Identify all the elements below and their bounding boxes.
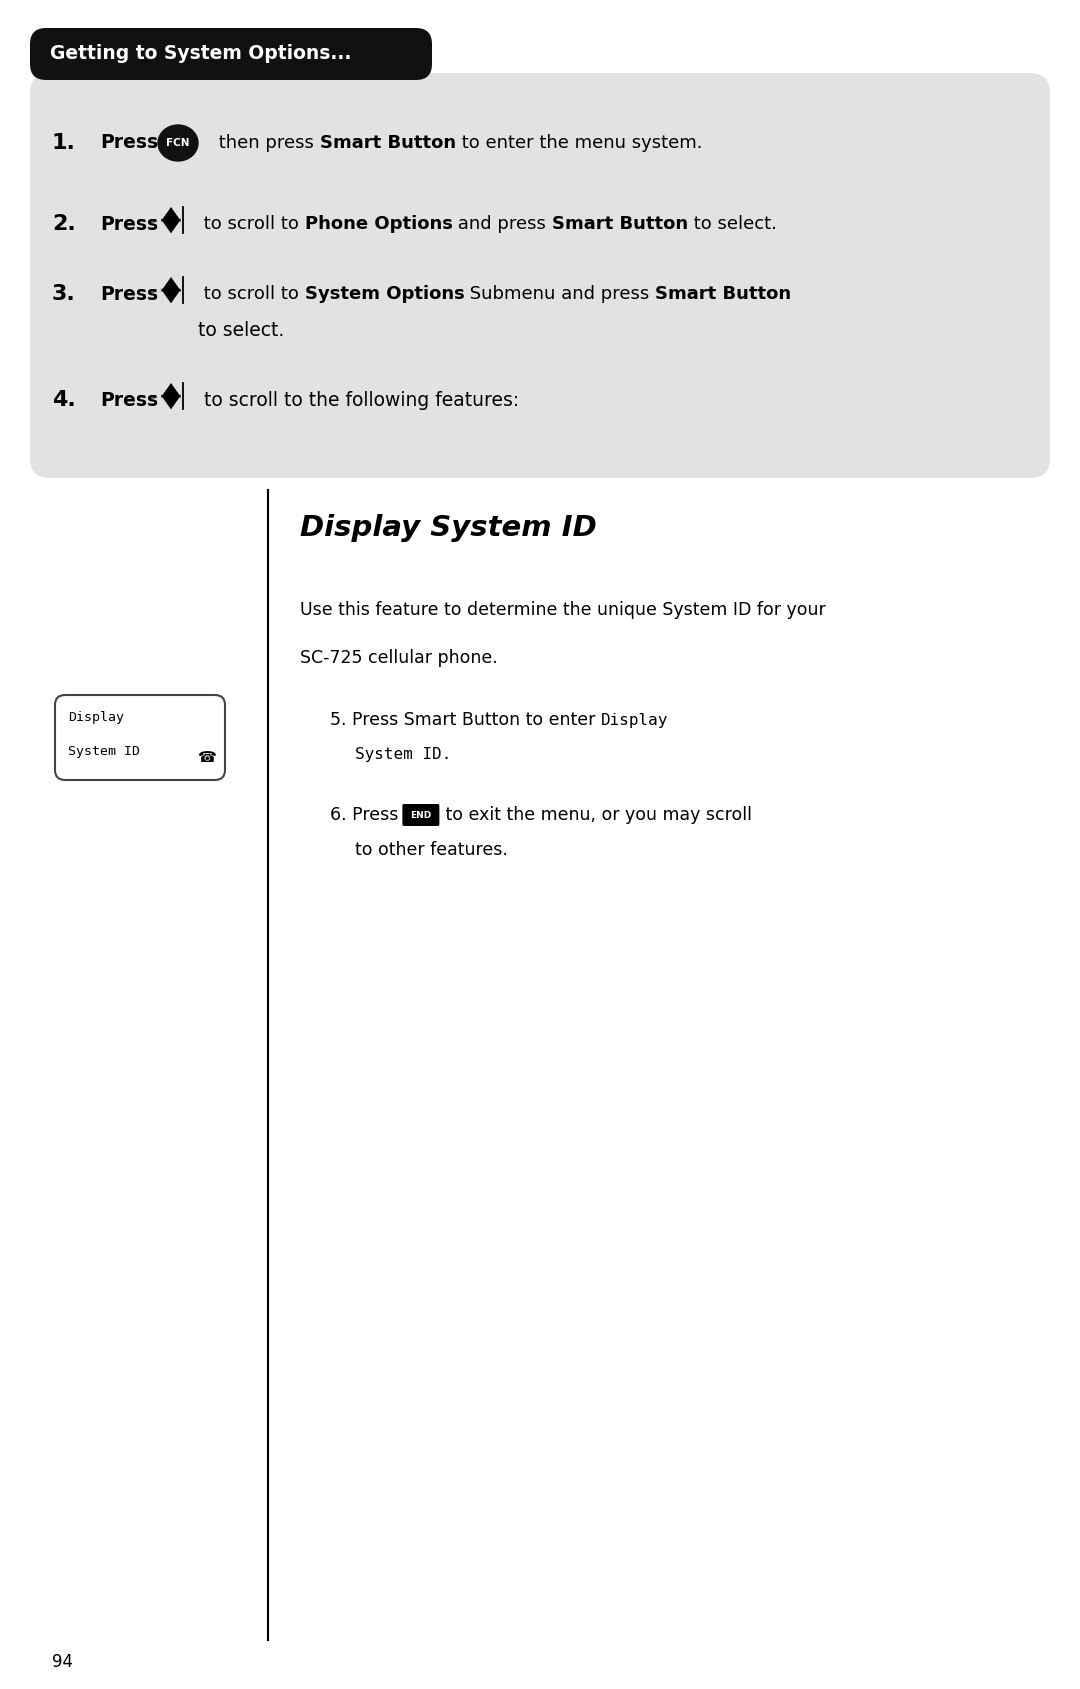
Text: Smart Button: Smart Button [656,285,792,302]
Text: to exit the menu, or you may scroll: to exit the menu, or you may scroll [440,806,752,824]
FancyBboxPatch shape [30,73,1050,478]
Text: Smart Button: Smart Button [320,133,456,152]
Text: 5. Press Smart Button to enter: 5. Press Smart Button to enter [330,711,600,730]
Text: then press: then press [213,133,320,152]
Text: Press: Press [100,215,158,233]
Text: Display System ID: Display System ID [300,513,597,542]
Text: Press: Press [100,133,158,152]
Text: to select.: to select. [688,215,778,233]
Text: to scroll to: to scroll to [198,285,305,302]
Text: or: or [150,289,157,294]
Text: Submenu and press: Submenu and press [464,285,656,302]
Text: 2.: 2. [52,215,76,235]
Text: 4.: 4. [52,390,76,410]
Text: or: or [150,218,157,225]
Text: System Options: System Options [305,285,464,302]
Text: Phone Options: Phone Options [305,215,453,233]
Polygon shape [161,383,181,397]
Ellipse shape [158,125,198,160]
Text: to other features.: to other features. [355,841,508,860]
FancyBboxPatch shape [403,804,440,826]
Text: 6. Press: 6. Press [330,806,404,824]
Text: to scroll to the following features:: to scroll to the following features: [198,390,519,409]
Text: Press: Press [100,284,158,304]
Text: or: or [150,395,157,400]
Text: Press: Press [100,390,158,409]
Text: 94: 94 [52,1654,73,1670]
Text: to select.: to select. [198,321,284,339]
Text: System ID.: System ID. [355,748,451,762]
FancyBboxPatch shape [30,29,432,79]
Text: END: END [410,811,432,819]
Polygon shape [161,289,181,304]
Text: SC-725 cellular phone.: SC-725 cellular phone. [300,649,498,667]
Text: END: END [0,0,11,5]
FancyBboxPatch shape [55,694,225,780]
Text: 1.: 1. [52,133,76,154]
Polygon shape [161,395,181,409]
Polygon shape [161,208,181,221]
Polygon shape [161,220,181,233]
Text: ☎: ☎ [198,750,216,765]
Text: Use this feature to determine the unique System ID for your: Use this feature to determine the unique… [300,601,826,618]
Text: to scroll to: to scroll to [198,215,305,233]
Polygon shape [161,277,181,292]
Text: Display: Display [600,713,669,728]
Text: and press: and press [453,215,552,233]
Text: Display: Display [68,711,124,725]
Text: 3.: 3. [52,284,76,304]
Text: System ID: System ID [68,745,140,758]
Text: Getting to System Options...: Getting to System Options... [50,44,351,64]
Text: FCN: FCN [166,138,190,149]
Text: to enter the menu system.: to enter the menu system. [456,133,702,152]
Text: Smart Button: Smart Button [552,215,688,233]
